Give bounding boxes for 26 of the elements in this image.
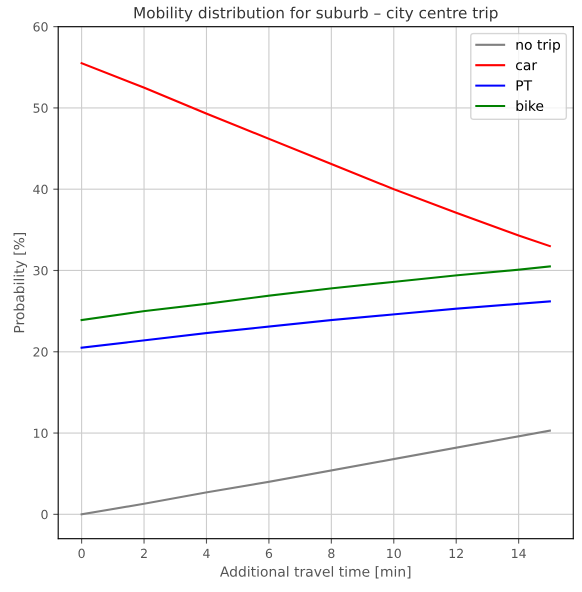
y-tick-label: 30 (34, 266, 48, 276)
legend-label: PT (516, 80, 532, 90)
chart-title: Mobility distribution for suburb – city centre trip (134, 6, 498, 22)
x-tick-label: 2 (140, 548, 147, 558)
x-tick-label: 14 (512, 548, 526, 558)
x-tick-label: 0 (78, 548, 85, 558)
x-tick-label: 12 (450, 548, 463, 558)
y-axis-title: Probability [%] (14, 232, 28, 332)
line-series (80, 430, 551, 516)
legend-label: no trip (516, 39, 560, 53)
line-series (80, 62, 551, 248)
x-tick-label: 4 (203, 548, 210, 558)
y-tick-label: 10 (34, 428, 48, 438)
line-series (80, 300, 551, 349)
x-tick-label: 8 (328, 548, 334, 558)
x-tick-label: 6 (266, 548, 272, 558)
legend-label: bike (516, 100, 544, 112)
line-series (80, 265, 551, 322)
y-tick-label: 60 (33, 22, 48, 32)
x-tick-label: 10 (387, 548, 401, 558)
y-tick-label: 20 (33, 347, 48, 357)
y-tick-label: 0 (41, 510, 48, 520)
y-tick-label: 40 (33, 184, 48, 194)
legend-label: car (516, 62, 538, 70)
y-tick-label: 50 (34, 103, 48, 113)
x-axis-title: Additional travel time [min] (220, 566, 410, 578)
